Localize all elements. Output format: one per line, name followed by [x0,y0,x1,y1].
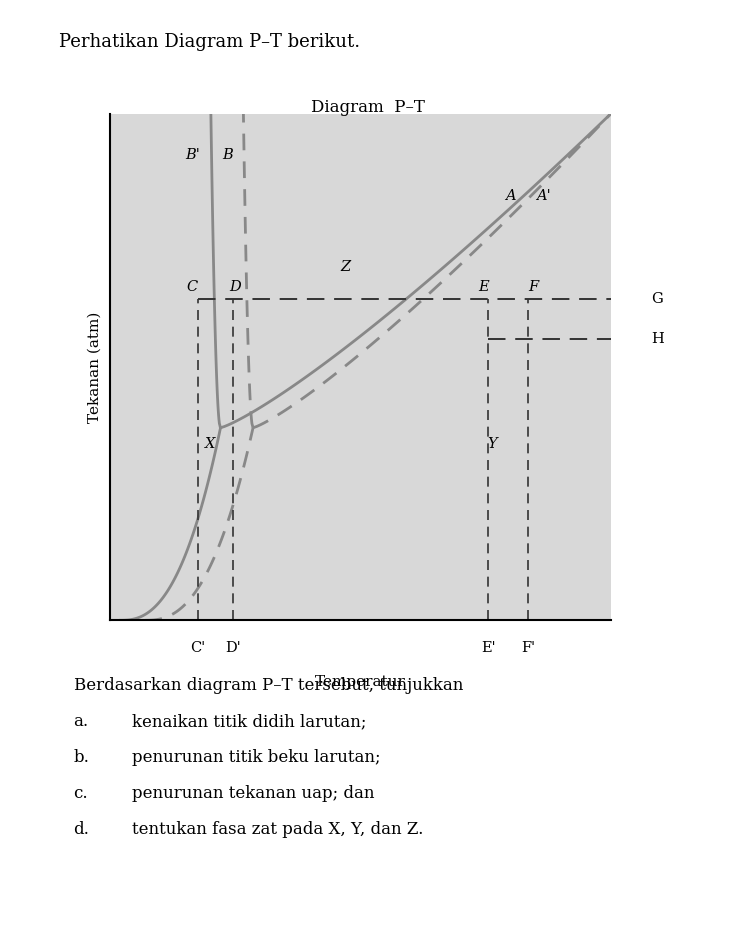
Text: penurunan titik beku larutan;: penurunan titik beku larutan; [132,749,381,766]
Text: F: F [528,280,538,294]
Text: a.: a. [74,713,89,730]
Y-axis label: Tekanan (atm): Tekanan (atm) [88,312,102,422]
Text: penurunan tekanan uap; dan: penurunan tekanan uap; dan [132,785,375,802]
Text: Diagram  P–T: Diagram P–T [311,99,425,116]
Text: Berdasarkan diagram P–T tersebut, tunjukkan: Berdasarkan diagram P–T tersebut, tunjuk… [74,677,463,694]
Text: F': F' [521,641,535,655]
Text: Perhatikan Diagram P–T berikut.: Perhatikan Diagram P–T berikut. [59,33,360,51]
Text: Y: Y [487,437,497,451]
Text: C': C' [191,641,205,655]
Text: C: C [186,280,197,294]
Text: H: H [651,332,664,346]
Text: tentukan fasa zat pada X, Y, dan Z.: tentukan fasa zat pada X, Y, dan Z. [132,821,424,838]
Text: D: D [230,280,241,294]
Text: D': D' [225,641,241,655]
Text: A': A' [536,188,551,203]
Text: Z: Z [341,259,350,274]
Text: B: B [222,149,233,162]
Text: G: G [651,292,663,306]
Text: kenaikan titik didih larutan;: kenaikan titik didih larutan; [132,713,367,730]
Text: B': B' [185,149,200,162]
Text: A: A [506,188,516,203]
Text: E: E [478,280,489,294]
Text: Temperatur: Temperatur [315,675,406,689]
Text: b.: b. [74,749,90,766]
Text: X: X [205,437,216,451]
Text: d.: d. [74,821,90,838]
Text: E': E' [481,641,495,655]
Text: c.: c. [74,785,88,802]
